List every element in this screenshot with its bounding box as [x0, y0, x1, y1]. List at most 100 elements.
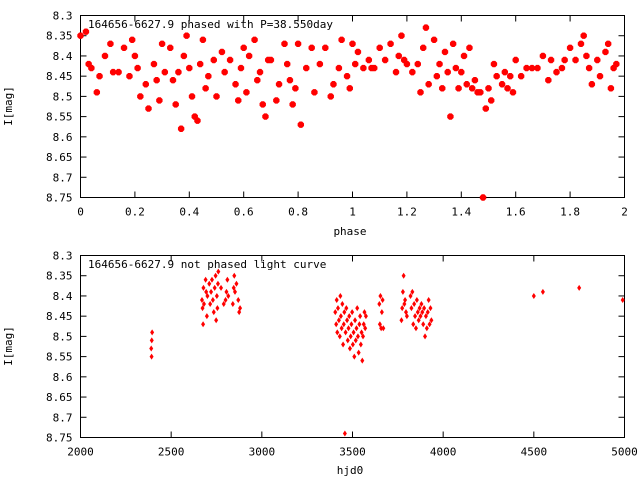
- unphased-data-point: [400, 305, 405, 312]
- phased-y-tick-label: 8.55: [46, 111, 73, 124]
- unphased-data-point: [428, 305, 433, 312]
- phased-data-point: [221, 68, 228, 76]
- unphased-y-tick-label: 8.35: [46, 270, 73, 283]
- phased-data-point: [498, 81, 506, 88]
- phased-y-tick-label: 8.35: [46, 30, 73, 43]
- phased-data-point: [294, 40, 302, 48]
- phased-data-point: [439, 85, 446, 92]
- unphased-data-point: [418, 313, 423, 320]
- phased-data-point: [545, 77, 552, 84]
- unphased-data-point: [208, 301, 213, 308]
- unphased-data-point: [335, 329, 340, 336]
- phased-y-tick-label: 8.7: [53, 171, 73, 184]
- unphased-y-tick-label: 8.3: [53, 250, 73, 263]
- unphased-data-point: [347, 345, 352, 352]
- unphased-data-point: [411, 321, 416, 328]
- phased-data-point: [327, 93, 334, 100]
- unphased-y-tick-label: 8.55: [46, 351, 73, 364]
- unphased-data-point: [358, 313, 363, 320]
- phased-data-point: [425, 81, 432, 88]
- unphased-data-point: [358, 341, 363, 348]
- phased-y-tick-label: 8.4: [53, 50, 73, 63]
- unphased-data-point: [400, 288, 405, 295]
- unphased-data-points: [149, 268, 625, 437]
- phased-data-point: [308, 44, 315, 52]
- phased-data-point: [583, 52, 590, 60]
- unphased-data-point: [342, 430, 347, 437]
- phased-data-point: [167, 44, 174, 52]
- phased-data-point: [403, 60, 411, 68]
- phased-data-point: [183, 32, 190, 39]
- unphased-data-point: [238, 305, 243, 312]
- unphased-data-point: [334, 321, 339, 328]
- phased-data-point: [196, 60, 204, 68]
- unphased-data-point: [347, 313, 352, 320]
- phased-x-tick-label: 1.4: [451, 206, 471, 219]
- phased-y-tick-label: 8.3: [53, 10, 73, 23]
- phased-data-point: [131, 52, 139, 60]
- phased-data-point: [572, 56, 579, 64]
- phased-data-point: [115, 68, 122, 76]
- unphased-x-tick-label: 4000: [430, 446, 457, 459]
- unphased-data-point: [201, 321, 206, 328]
- unphased-data-point: [349, 321, 354, 328]
- unphased-data-point: [362, 309, 367, 316]
- phased-data-point: [251, 36, 258, 43]
- phased-data-point: [488, 97, 495, 104]
- unphased-y-tick-label: 8.4: [53, 290, 73, 303]
- unphased-data-point: [577, 284, 582, 291]
- unphased-x-tick-label: 2000: [67, 446, 94, 459]
- phased-data-point: [275, 81, 283, 88]
- phased-data-point: [292, 85, 299, 92]
- phased-data-point: [477, 89, 484, 96]
- unphased-data-point: [205, 292, 210, 299]
- phased-data-point: [262, 113, 269, 120]
- unphased-data-point: [215, 305, 220, 312]
- phased-data-point: [107, 40, 114, 48]
- unphased-data-point: [212, 284, 217, 291]
- unphased-data-point: [219, 284, 224, 291]
- phased-data-point: [82, 28, 90, 35]
- unphased-data-point: [409, 305, 414, 312]
- unphased-data-point: [422, 305, 427, 312]
- unphased-data-point: [620, 296, 625, 303]
- unphased-data-point: [224, 288, 229, 295]
- unphased-data-point: [345, 337, 350, 344]
- unphased-data-point: [360, 357, 365, 364]
- phased-data-point: [371, 64, 378, 72]
- phased-data-point: [409, 68, 416, 76]
- phased-data-point: [175, 68, 182, 76]
- unphased-data-point: [363, 325, 368, 332]
- phased-data-point: [153, 77, 160, 84]
- phased-data-point: [381, 56, 389, 64]
- phased-x-tick-label: 2: [621, 206, 628, 219]
- unphased-data-point: [357, 321, 362, 328]
- phased-data-point: [232, 81, 239, 88]
- unphased-data-point: [381, 325, 386, 332]
- phased-data-point: [585, 64, 593, 72]
- phased-data-point: [566, 44, 574, 52]
- phased-data-point: [303, 64, 310, 72]
- phased-data-point: [553, 68, 560, 76]
- phased-data-point: [237, 64, 245, 72]
- unphased-data-point: [352, 353, 357, 360]
- unphased-data-point: [150, 329, 155, 336]
- unphased-data-point: [216, 268, 221, 275]
- phased-data-point: [158, 40, 166, 48]
- unphased-x-tick-label: 3500: [339, 446, 366, 459]
- phased-data-point: [604, 40, 612, 48]
- unphased-data-point: [399, 317, 404, 324]
- phased-x-tick-label: 1.6: [506, 206, 526, 219]
- phased-data-point: [180, 52, 188, 60]
- unphased-data-point: [401, 272, 406, 279]
- phased-data-point: [460, 52, 468, 60]
- phased-data-point: [360, 64, 367, 72]
- phased-data-point: [142, 81, 149, 88]
- unphased-data-point: [380, 296, 385, 303]
- unphased-data-point: [361, 321, 366, 328]
- unphased-data-point: [426, 296, 431, 303]
- unphased-data-point: [404, 313, 409, 320]
- phased-data-point: [93, 89, 101, 96]
